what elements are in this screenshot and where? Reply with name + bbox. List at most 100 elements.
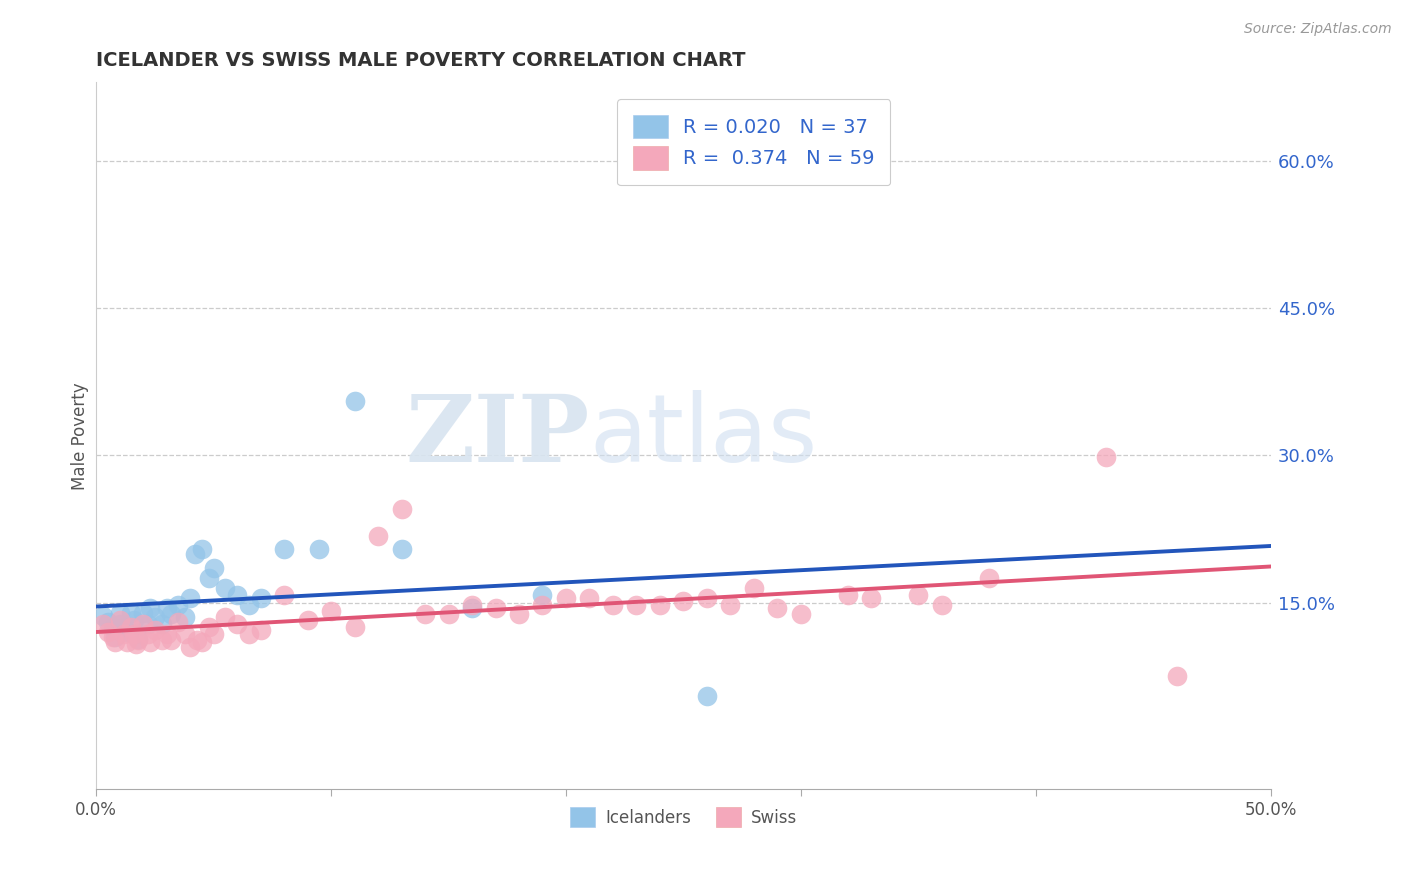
Point bbox=[226, 588, 249, 602]
Text: ZIP: ZIP bbox=[405, 391, 589, 481]
Point bbox=[97, 615, 120, 630]
Point bbox=[108, 613, 131, 627]
Point bbox=[120, 606, 142, 620]
Point bbox=[626, 598, 648, 612]
Point bbox=[127, 632, 149, 646]
Point bbox=[273, 588, 295, 602]
Point bbox=[101, 620, 124, 634]
Point bbox=[160, 632, 183, 647]
Point bbox=[602, 598, 624, 612]
Point bbox=[97, 625, 120, 640]
Point bbox=[508, 607, 530, 622]
Point bbox=[531, 588, 554, 602]
Point bbox=[214, 581, 236, 595]
Point bbox=[120, 620, 142, 634]
Point bbox=[461, 600, 484, 615]
Point bbox=[91, 609, 114, 624]
Point bbox=[484, 600, 506, 615]
Point bbox=[308, 541, 330, 556]
Point bbox=[249, 591, 271, 605]
Point bbox=[125, 637, 148, 651]
Point bbox=[191, 541, 214, 556]
Point bbox=[108, 606, 131, 620]
Point bbox=[214, 610, 236, 624]
Point bbox=[186, 632, 208, 647]
Point bbox=[91, 617, 114, 632]
Point bbox=[108, 617, 131, 632]
Point bbox=[112, 627, 135, 641]
Point bbox=[249, 623, 271, 637]
Point bbox=[156, 600, 179, 615]
Point bbox=[790, 607, 813, 622]
Point bbox=[136, 617, 159, 632]
Point bbox=[391, 502, 413, 516]
Point bbox=[174, 610, 197, 624]
Point bbox=[150, 617, 173, 632]
Point bbox=[143, 610, 166, 624]
Point bbox=[696, 689, 718, 703]
Text: atlas: atlas bbox=[589, 390, 818, 482]
Point bbox=[132, 606, 155, 620]
Point bbox=[860, 591, 883, 605]
Point bbox=[179, 640, 201, 654]
Point bbox=[104, 635, 127, 649]
Point bbox=[766, 600, 789, 615]
Point bbox=[139, 600, 162, 615]
Point bbox=[179, 591, 201, 605]
Point bbox=[174, 627, 197, 641]
Point bbox=[143, 623, 166, 637]
Legend: Icelanders, Swiss: Icelanders, Swiss bbox=[564, 800, 804, 834]
Point bbox=[413, 607, 436, 622]
Point bbox=[391, 541, 413, 556]
Point bbox=[112, 620, 135, 634]
Point bbox=[198, 571, 221, 585]
Point bbox=[184, 547, 207, 561]
Point bbox=[907, 588, 929, 602]
Point bbox=[125, 627, 148, 641]
Point bbox=[555, 591, 578, 605]
Point bbox=[150, 632, 173, 647]
Point bbox=[238, 598, 260, 612]
Y-axis label: Male Poverty: Male Poverty bbox=[72, 382, 89, 490]
Point bbox=[461, 598, 484, 612]
Point bbox=[132, 617, 155, 632]
Text: Source: ZipAtlas.com: Source: ZipAtlas.com bbox=[1244, 22, 1392, 37]
Point bbox=[1166, 669, 1188, 683]
Point bbox=[437, 607, 460, 622]
Point bbox=[226, 617, 249, 632]
Point bbox=[931, 598, 953, 612]
Point bbox=[742, 581, 765, 595]
Point bbox=[977, 571, 1000, 585]
Point bbox=[696, 591, 718, 605]
Point bbox=[156, 627, 179, 641]
Point bbox=[122, 613, 145, 627]
Point bbox=[273, 541, 295, 556]
Point bbox=[578, 591, 600, 605]
Point bbox=[672, 593, 695, 607]
Point bbox=[127, 632, 149, 647]
Point bbox=[837, 588, 859, 602]
Point bbox=[238, 627, 260, 641]
Point bbox=[191, 635, 214, 649]
Point bbox=[297, 613, 319, 627]
Text: ICELANDER VS SWISS MALE POVERTY CORRELATION CHART: ICELANDER VS SWISS MALE POVERTY CORRELAT… bbox=[96, 51, 745, 70]
Point bbox=[202, 561, 225, 575]
Point bbox=[160, 607, 183, 622]
Point bbox=[139, 635, 162, 649]
Point bbox=[101, 630, 124, 644]
Point bbox=[104, 630, 127, 644]
Point bbox=[198, 620, 221, 634]
Point bbox=[531, 598, 554, 612]
Point bbox=[648, 598, 671, 612]
Point bbox=[167, 615, 190, 630]
Point bbox=[720, 598, 742, 612]
Point bbox=[343, 394, 366, 409]
Point bbox=[115, 635, 138, 649]
Point bbox=[343, 620, 366, 634]
Point bbox=[1095, 450, 1118, 465]
Point bbox=[367, 529, 389, 543]
Point bbox=[202, 627, 225, 641]
Point bbox=[136, 627, 159, 641]
Point bbox=[167, 598, 190, 612]
Point bbox=[319, 603, 342, 617]
